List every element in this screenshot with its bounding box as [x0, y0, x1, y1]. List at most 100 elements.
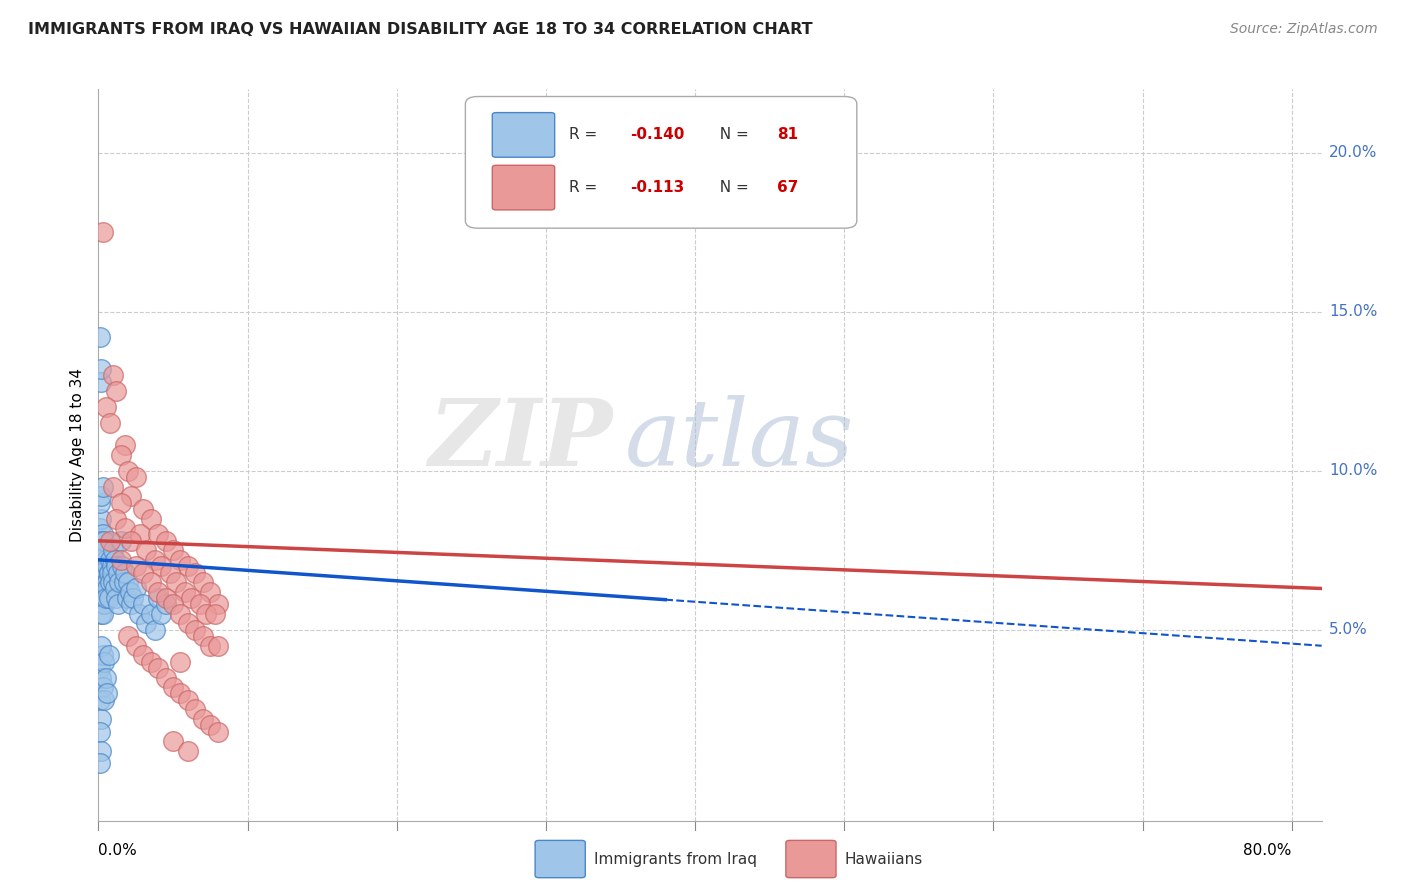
Point	[89, 495, 111, 509]
Point	[105, 559, 128, 574]
Point	[94, 591, 117, 605]
Point	[169, 553, 191, 567]
Point	[90, 375, 112, 389]
Point	[204, 607, 226, 621]
Point	[103, 368, 125, 383]
Text: 81: 81	[778, 127, 799, 142]
Text: 15.0%: 15.0%	[1329, 304, 1378, 319]
Point	[143, 623, 166, 637]
Point	[162, 734, 184, 748]
Point	[177, 559, 200, 574]
Point	[89, 521, 111, 535]
Point	[194, 607, 217, 621]
Point	[114, 521, 136, 535]
Point	[207, 598, 229, 612]
Point	[120, 598, 142, 612]
Point	[146, 584, 169, 599]
Point	[150, 559, 173, 574]
Point	[91, 648, 114, 663]
Point	[90, 511, 112, 525]
Point	[93, 693, 115, 707]
Point	[129, 527, 152, 541]
Point	[96, 582, 118, 596]
Text: 20.0%: 20.0%	[1329, 145, 1378, 161]
Point	[103, 575, 125, 590]
Point	[110, 448, 132, 462]
Point	[143, 553, 166, 567]
Point	[125, 559, 148, 574]
Point	[120, 489, 142, 503]
Point	[114, 438, 136, 452]
Point	[125, 470, 148, 484]
Point	[103, 480, 125, 494]
Point	[90, 362, 112, 376]
Point	[90, 575, 112, 590]
Point	[91, 543, 114, 558]
Text: 10.0%: 10.0%	[1329, 463, 1378, 478]
Point	[132, 566, 155, 580]
FancyBboxPatch shape	[492, 112, 555, 157]
Point	[104, 553, 127, 567]
Point	[169, 607, 191, 621]
Point	[93, 533, 115, 548]
Point	[184, 702, 207, 716]
Point	[89, 591, 111, 605]
Text: R =: R =	[569, 127, 607, 142]
Point	[165, 575, 187, 590]
Point	[184, 566, 207, 580]
Point	[146, 527, 169, 541]
Point	[91, 607, 114, 621]
Point	[146, 661, 169, 675]
Point	[90, 639, 112, 653]
Point	[89, 330, 111, 344]
Point	[94, 401, 117, 415]
Point	[98, 553, 121, 567]
Point	[89, 559, 111, 574]
Point	[121, 591, 143, 605]
Point	[169, 686, 191, 700]
Point	[91, 598, 114, 612]
Point	[188, 598, 211, 612]
Point	[91, 225, 114, 239]
Point	[107, 598, 129, 612]
Point	[97, 648, 120, 663]
Point	[94, 584, 117, 599]
FancyBboxPatch shape	[492, 165, 555, 210]
Point	[128, 607, 150, 621]
Point	[98, 416, 121, 430]
Point	[139, 511, 162, 525]
Point	[94, 553, 117, 567]
Point	[200, 584, 222, 599]
Point	[101, 559, 124, 574]
Point	[90, 489, 112, 503]
Point	[93, 591, 115, 605]
Point	[93, 549, 115, 564]
Text: -0.113: -0.113	[630, 179, 685, 194]
Text: 67: 67	[778, 179, 799, 194]
Point	[90, 607, 112, 621]
Text: -0.140: -0.140	[630, 127, 685, 142]
Point	[96, 686, 118, 700]
Point	[169, 655, 191, 669]
Text: atlas: atlas	[624, 395, 853, 485]
Text: N =: N =	[710, 179, 754, 194]
Text: Hawaiians: Hawaiians	[845, 852, 922, 867]
Point	[101, 566, 124, 580]
Point	[90, 671, 112, 685]
Point	[89, 661, 111, 675]
Text: 0.0%: 0.0%	[98, 843, 138, 858]
Point	[125, 639, 148, 653]
Text: N =: N =	[710, 127, 754, 142]
Point	[89, 543, 111, 558]
Point	[90, 712, 112, 726]
Point	[191, 629, 214, 643]
Point	[117, 629, 139, 643]
Point	[98, 575, 121, 590]
Point	[112, 575, 135, 590]
Text: ZIP: ZIP	[427, 395, 612, 485]
Point	[97, 566, 120, 580]
Point	[159, 566, 181, 580]
Point	[191, 575, 214, 590]
Point	[207, 724, 229, 739]
Point	[90, 566, 112, 580]
